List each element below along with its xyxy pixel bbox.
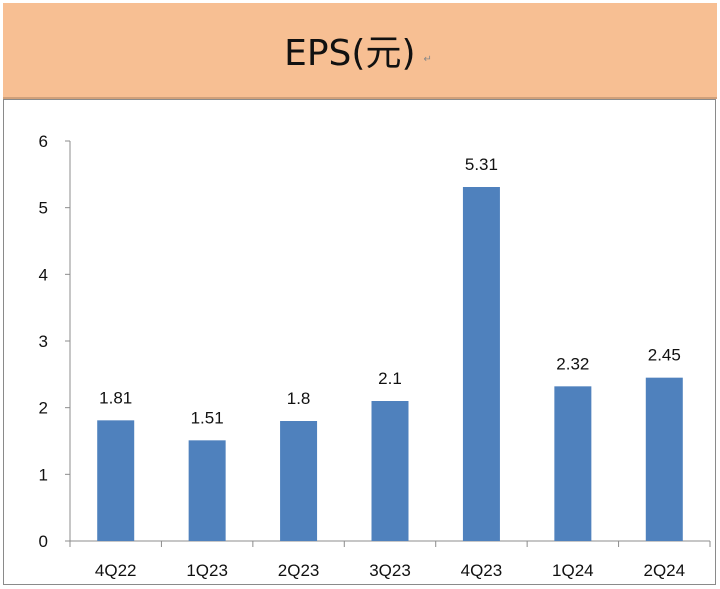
data-label-1q23: 1.51	[191, 408, 224, 427]
title-banner: EPS(元) ↵	[3, 3, 717, 99]
y-tick-label: 4	[39, 265, 48, 284]
chart-title: EPS(元)	[284, 33, 416, 74]
x-tick-label-3q23: 3Q23	[369, 561, 411, 580]
y-tick-label: 5	[39, 199, 48, 218]
x-tick-label-1q23: 1Q23	[186, 561, 228, 580]
x-tick-label-2q24: 2Q24	[643, 561, 685, 580]
y-tick-label: 3	[39, 332, 48, 351]
bar-1q23	[188, 440, 226, 541]
bar-3q23	[371, 401, 409, 541]
paragraph-mark-icon: ↵	[423, 53, 432, 65]
bar-1q24	[554, 386, 592, 541]
bar-4q23	[462, 187, 500, 541]
bar-2q23	[280, 421, 318, 541]
data-label-1q24: 2.32	[556, 354, 589, 373]
data-label-4q23: 5.31	[465, 155, 498, 174]
data-label-2q24: 2.45	[648, 346, 681, 365]
x-tick-label-4q23: 4Q23	[461, 561, 503, 580]
bar-4q22	[97, 420, 135, 541]
y-tick-label: 6	[39, 132, 48, 151]
bar-2q24	[645, 377, 683, 541]
chart-frame: 0 1 2 3 4 5 6 1.81 4Q22 1.51 1Q23 1.8 2Q23 2.1 3Q23 5.3…	[3, 99, 716, 585]
y-tick-label: 2	[39, 399, 48, 418]
data-label-3q23: 2.1	[378, 369, 402, 388]
eps-bar-chart: 0 1 2 3 4 5 6 1.81 4Q22 1.51 1Q23 1.8 2Q23 2.1 3Q23 5.3…	[39, 132, 711, 580]
y-tick-label: 1	[39, 465, 48, 484]
data-label-2q23: 1.8	[287, 389, 311, 408]
data-label-4q22: 1.81	[99, 388, 132, 407]
x-tick-label-1q24: 1Q24	[552, 561, 594, 580]
x-tick-label-4q22: 4Q22	[95, 561, 137, 580]
x-tick-label-2q23: 2Q23	[278, 561, 320, 580]
y-tick-label: 0	[39, 532, 48, 551]
